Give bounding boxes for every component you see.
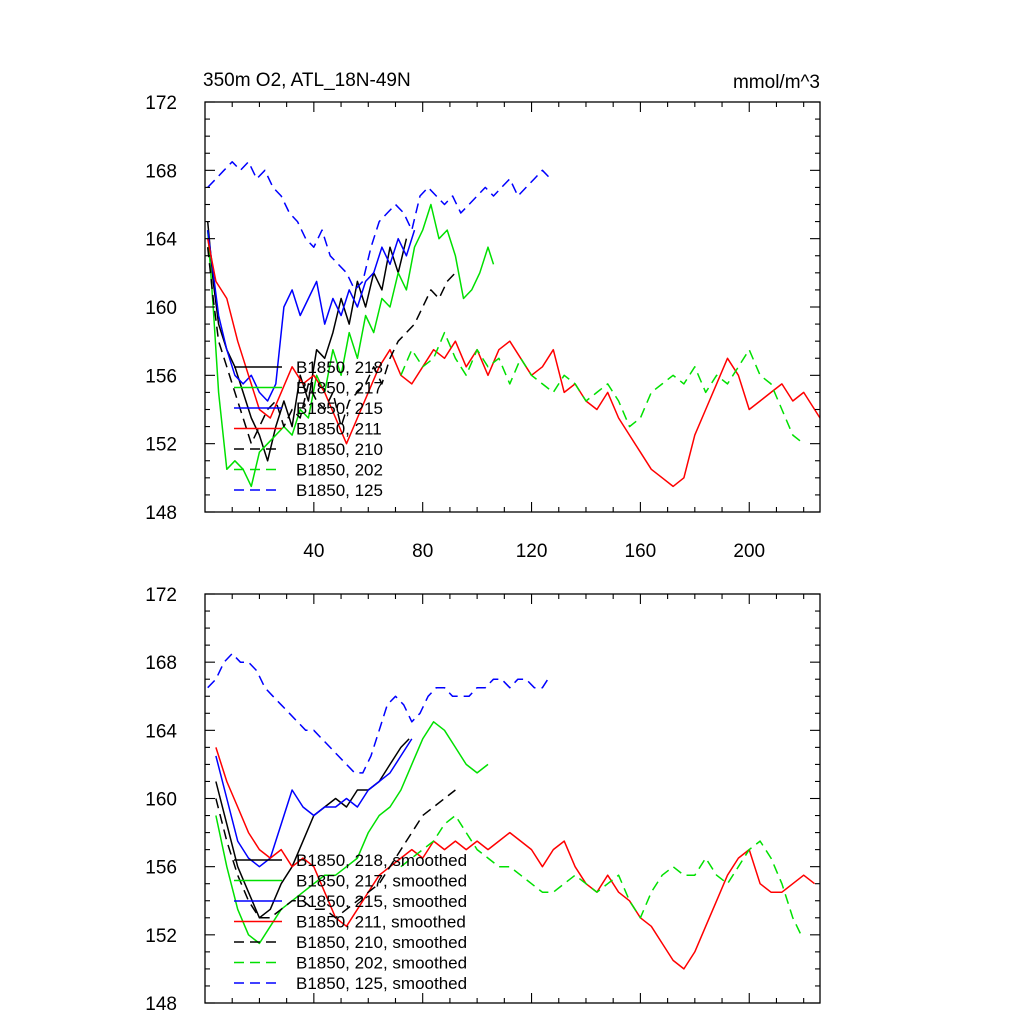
- series-line-3: [206, 238, 820, 488]
- series-line-6: [207, 652, 549, 774]
- legend: B1850, 218, smoothed B1850, 217, smoothed…: [234, 851, 467, 993]
- series-line-4: [215, 789, 456, 919]
- series-line-5: [400, 331, 805, 445]
- x-tick-label: 160: [625, 541, 657, 562]
- y-tick-label: 156: [145, 366, 177, 387]
- legend-entry: B1850, 211: [296, 420, 382, 439]
- legend-entry: B1850, 211, smoothed: [296, 913, 466, 932]
- x-tick-label: 200: [733, 541, 765, 562]
- y-tick-label: 168: [145, 161, 177, 182]
- x-tick-label: 80: [412, 541, 433, 562]
- chart-title: 350m O2, ATL_18N-49N: [203, 70, 411, 91]
- x-tick-label: 40: [303, 541, 324, 562]
- series-group: [207, 652, 816, 970]
- series-line-3: [215, 747, 816, 970]
- series-line-0: [206, 221, 408, 462]
- series-line-1: [215, 721, 489, 945]
- legend-entry: B1850, 210, smoothed: [296, 933, 467, 952]
- series-line-6: [207, 161, 552, 291]
- series-line-1: [206, 203, 495, 488]
- legend-entry: B1850, 215, smoothed: [296, 892, 467, 911]
- y-tick-label: 156: [145, 858, 177, 879]
- series-line-4: [206, 247, 456, 445]
- series-line-2: [215, 738, 413, 868]
- y-tick-label: 164: [145, 230, 177, 251]
- y-tick-label: 148: [145, 503, 177, 524]
- legend-entry: B1850, 215: [296, 399, 383, 418]
- y-tick-label: 172: [145, 585, 177, 606]
- units-label: mmol/m^3: [733, 72, 820, 93]
- legend-entry: B1850, 218: [296, 358, 383, 377]
- y-tick-label: 152: [145, 435, 177, 456]
- legend-entry: B1850, 202: [296, 461, 383, 480]
- series-group: [206, 161, 820, 488]
- panel-top: 350m O2, ATL_18N-49N mmol/m^3 148 152 156 1…: [145, 70, 821, 562]
- legend-entry: B1850, 202, smoothed: [296, 954, 467, 973]
- y-tick-label: 172: [145, 93, 177, 114]
- x-tick-label: 120: [516, 541, 548, 562]
- y-tick-label: 160: [145, 298, 177, 319]
- legend-entry: B1850, 218, smoothed: [296, 851, 467, 870]
- panel-bottom: 148 152 156 160 164 168 172 B1850, 218, smoothe…: [145, 585, 821, 1015]
- series-line-5: [400, 814, 802, 936]
- y-tick-label: 148: [145, 994, 177, 1015]
- y-tick-label: 168: [145, 653, 177, 674]
- legend-entry: B1850, 125: [296, 481, 383, 500]
- legend-entry: B1850, 125, smoothed: [296, 974, 467, 993]
- y-tick-label: 160: [145, 790, 177, 811]
- legend-entry: B1850, 217, smoothed: [296, 872, 467, 891]
- legend-entry: B1850, 210: [296, 440, 383, 459]
- y-tick-label: 164: [145, 721, 177, 742]
- legend-entry: B1850, 217: [296, 379, 383, 398]
- series-line-2: [206, 229, 416, 402]
- y-tick-label: 152: [145, 926, 177, 947]
